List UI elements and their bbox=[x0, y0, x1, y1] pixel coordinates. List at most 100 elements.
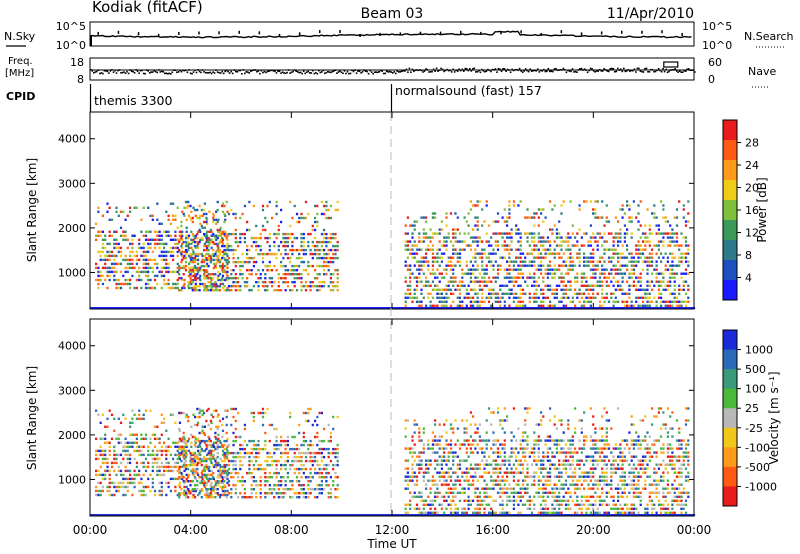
echo-cell bbox=[327, 484, 330, 487]
echo-cell bbox=[226, 489, 229, 493]
echo-cell bbox=[555, 236, 558, 239]
echo-cell bbox=[160, 465, 163, 469]
echo-cell bbox=[142, 262, 145, 266]
echo-cell bbox=[662, 256, 665, 259]
echo-cell bbox=[185, 413, 188, 416]
echo-cell bbox=[594, 268, 597, 271]
echo-cell bbox=[404, 280, 407, 283]
echo-cell bbox=[183, 278, 186, 282]
echo-cell bbox=[483, 248, 486, 251]
echo-cell bbox=[425, 260, 428, 263]
echo-cell bbox=[508, 236, 511, 239]
echo-cell bbox=[673, 292, 676, 295]
echo-cell bbox=[219, 445, 222, 448]
echo-cell bbox=[610, 268, 613, 271]
echo-cell bbox=[99, 489, 102, 493]
echo-cell bbox=[190, 254, 193, 258]
echo-cell bbox=[183, 485, 186, 489]
echo-cell bbox=[257, 443, 260, 447]
echo-cell bbox=[135, 250, 138, 254]
freq-point bbox=[93, 72, 95, 74]
echo-cell bbox=[218, 232, 222, 236]
echo-cell bbox=[651, 288, 654, 291]
echo-cell bbox=[207, 248, 210, 252]
echo-cell bbox=[664, 268, 667, 271]
echo-cell bbox=[241, 307, 244, 310]
freq-point bbox=[164, 72, 166, 75]
echo-cell bbox=[167, 214, 170, 217]
echo-cell bbox=[300, 248, 303, 252]
echo-cell bbox=[336, 273, 339, 276]
echo-cell bbox=[404, 264, 407, 267]
echo-cell bbox=[687, 252, 690, 255]
echo-cell bbox=[404, 304, 407, 307]
echo-cell bbox=[203, 493, 206, 497]
echo-cell bbox=[227, 443, 231, 447]
echo-cell bbox=[97, 286, 100, 290]
freq-point bbox=[99, 72, 101, 75]
echo-cell bbox=[187, 282, 191, 286]
echo-cell bbox=[119, 246, 123, 250]
echo-cell bbox=[487, 260, 491, 263]
echo-cell bbox=[449, 268, 453, 271]
echo-cell bbox=[197, 254, 200, 258]
echo-cell bbox=[183, 286, 186, 290]
echo-cell bbox=[655, 224, 658, 227]
echo-cell bbox=[415, 268, 419, 271]
echo-cell bbox=[210, 413, 213, 416]
echo-cell bbox=[320, 212, 323, 216]
echo-cell bbox=[506, 216, 509, 219]
echo-cell bbox=[494, 276, 497, 279]
echo-cell bbox=[101, 473, 104, 477]
echo-cell bbox=[312, 307, 316, 310]
echo-cell bbox=[214, 447, 217, 451]
echo-cell bbox=[223, 492, 226, 495]
echo-cell bbox=[578, 248, 581, 251]
echo-cell bbox=[142, 234, 145, 237]
echo-cell bbox=[219, 226, 222, 229]
freq-trace bbox=[90, 61, 696, 75]
echo-cell bbox=[300, 277, 303, 280]
echo-cell bbox=[163, 274, 166, 278]
echo-cell bbox=[182, 492, 185, 495]
echo-cell bbox=[205, 443, 208, 447]
echo-cell bbox=[503, 208, 506, 211]
echo-cell bbox=[669, 280, 672, 283]
echo-cell bbox=[190, 453, 193, 457]
echo-cell bbox=[671, 300, 674, 303]
echo-cell bbox=[199, 230, 202, 233]
echo-cell bbox=[165, 262, 168, 266]
nsearch-tick-top: 10^5 bbox=[702, 20, 732, 33]
echo-cell bbox=[415, 307, 419, 310]
echo-cell bbox=[306, 307, 309, 310]
echo-cell bbox=[268, 439, 271, 443]
echo-cell bbox=[167, 286, 170, 290]
echo-cell bbox=[184, 459, 188, 463]
echo-cell bbox=[101, 461, 104, 465]
echo-cell bbox=[122, 210, 125, 213]
echo-cell bbox=[280, 451, 283, 455]
echo-cell bbox=[212, 445, 215, 448]
echo-cell bbox=[189, 455, 192, 459]
echo-cell bbox=[184, 260, 188, 264]
echo-cell bbox=[246, 220, 249, 224]
echo-cell bbox=[221, 459, 224, 463]
echo-cell bbox=[626, 200, 629, 203]
echo-cell bbox=[108, 258, 111, 262]
echo-cell bbox=[576, 232, 579, 235]
echo-cell bbox=[519, 248, 522, 251]
echo-cell bbox=[210, 238, 213, 241]
echo-cell bbox=[501, 236, 504, 239]
echo-cell bbox=[519, 264, 522, 267]
freq-point bbox=[180, 70, 183, 73]
echo-cell bbox=[596, 232, 599, 235]
echo-cell bbox=[284, 244, 287, 248]
echo-cell bbox=[268, 484, 271, 487]
echo-cell bbox=[558, 268, 561, 271]
echo-cell bbox=[194, 278, 197, 282]
echo-cell bbox=[203, 457, 206, 461]
echo-cell bbox=[226, 238, 229, 241]
echo-cell bbox=[208, 242, 211, 246]
echo-cell bbox=[113, 238, 116, 241]
echo-cell bbox=[169, 270, 172, 274]
